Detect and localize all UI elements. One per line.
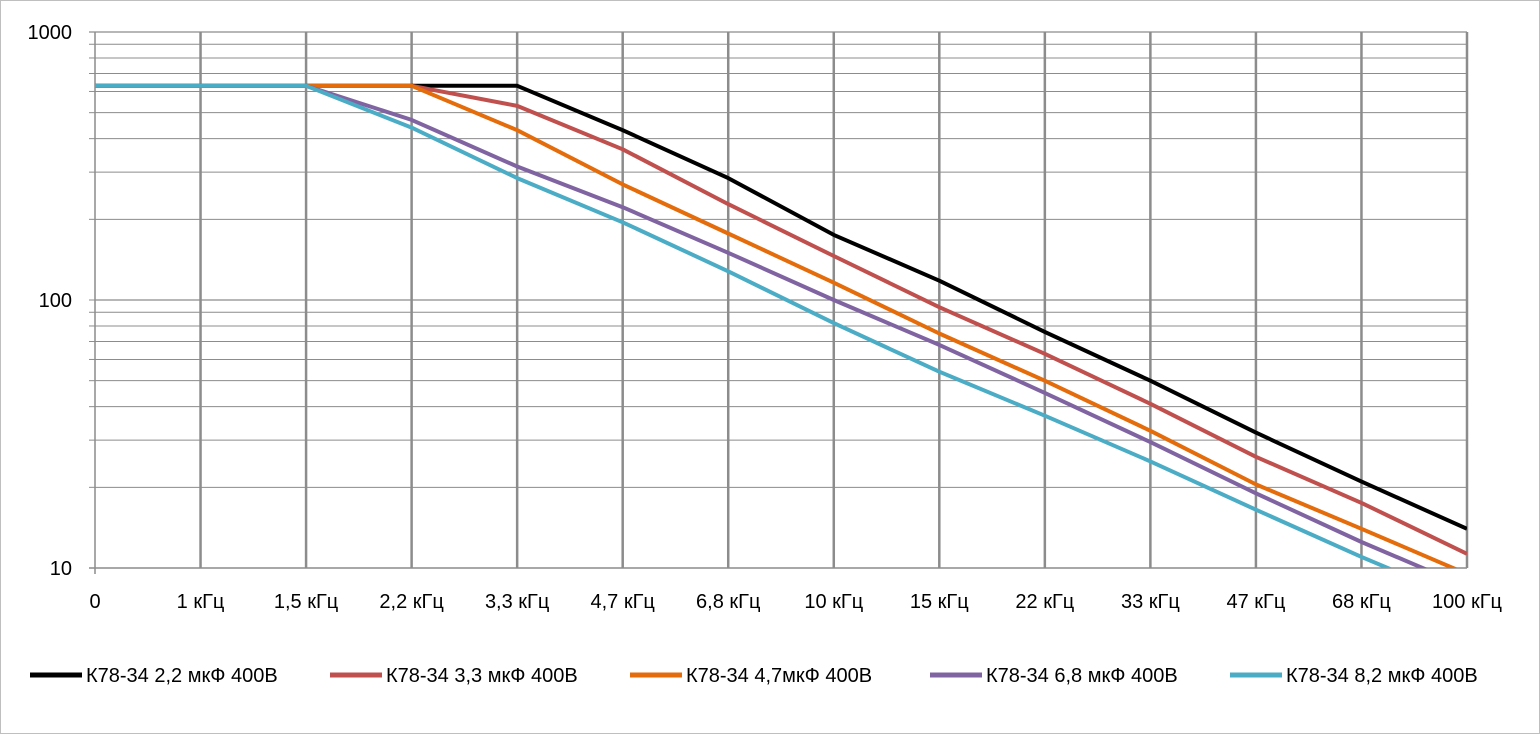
x-tick-label: 2,2 кГц bbox=[379, 591, 443, 613]
legend: К78-34 2,2 мкФ 400В К78-34 3,3 мкФ 400В К7… bbox=[30, 665, 1478, 687]
legend-label: К78-34 3,3 мкФ 400В bbox=[386, 665, 578, 687]
y-tick-label: 100 bbox=[39, 290, 72, 312]
legend-label: К78-34 8,2 мкФ 400В bbox=[1286, 665, 1478, 687]
x-tick-label: 1 кГц bbox=[177, 591, 225, 613]
legend-label: К78-34 2,2 мкФ 400В bbox=[86, 665, 278, 687]
x-tick-label: 33 кГц bbox=[1121, 591, 1180, 613]
x-tick-label: 68 кГц bbox=[1332, 591, 1391, 613]
x-tick-label: 3,3 кГц bbox=[485, 591, 549, 613]
x-tick-label: 6,8 кГц bbox=[696, 591, 760, 613]
x-tick-label: 47 кГц bbox=[1227, 591, 1286, 613]
x-tick-label: 0 bbox=[89, 591, 100, 613]
x-tick-label: 100 кГц bbox=[1432, 591, 1502, 613]
x-tick-label: 22 кГц bbox=[1015, 591, 1074, 613]
legend-label: К78-34 6,8 мкФ 400В bbox=[986, 665, 1178, 687]
series-line-3 bbox=[95, 83, 1459, 568]
series-lines bbox=[95, 83, 1467, 568]
y-tick-label: 1000 bbox=[28, 22, 73, 44]
legend-label: К78-34 4,7мкФ 400В bbox=[686, 665, 872, 687]
y-tick-label: 10 bbox=[50, 558, 72, 580]
x-tick-label: 15 кГц bbox=[910, 591, 969, 613]
grid bbox=[89, 31, 1469, 568]
x-tick-label: 1,5 кГц bbox=[274, 591, 338, 613]
x-tick-label: 10 кГц bbox=[804, 591, 863, 613]
series-line-5 bbox=[95, 83, 1393, 568]
x-tick-label: 4,7 кГц bbox=[590, 591, 654, 613]
